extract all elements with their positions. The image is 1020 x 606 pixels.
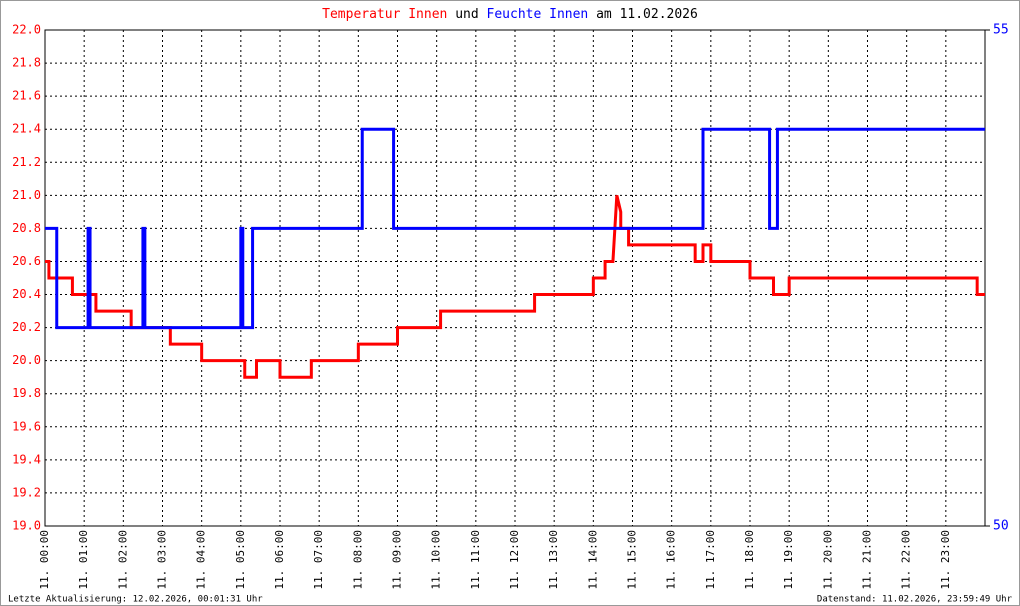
y-tick-label: 19.8 xyxy=(12,386,41,400)
title-series-1: Temperatur Innen xyxy=(322,7,447,22)
x-tick-label: 11. 15:00 xyxy=(626,530,639,590)
x-tick-label: 11. 21:00 xyxy=(861,530,874,590)
series-line xyxy=(45,127,985,330)
y2-tick-label: 50 xyxy=(993,519,1009,534)
footer-left: Letzte Aktualisierung: 12.02.2026, 00:01… xyxy=(8,595,263,605)
footer-right: Datenstand: 11.02.2026, 23:59:49 Uhr xyxy=(817,595,1013,605)
x-tick-label: 11. 11:00 xyxy=(469,530,482,590)
y-tick-label: 21.6 xyxy=(12,89,41,103)
y-tick-label: 21.0 xyxy=(12,188,41,202)
x-tick-label: 11. 10:00 xyxy=(430,530,443,590)
x-tick-label: 11. 13:00 xyxy=(547,530,560,590)
x-tick-label: 11. 14:00 xyxy=(586,530,599,590)
y2-tick-label: 55 xyxy=(993,23,1009,38)
y-tick-label: 20.8 xyxy=(12,221,41,235)
plot-border xyxy=(44,29,986,527)
chart-title: Temperatur Innen und Feuchte Innen am 11… xyxy=(322,7,698,22)
x-tick-label: 11. 04:00 xyxy=(195,530,208,590)
x-tick-label: 11. 08:00 xyxy=(351,530,364,590)
y-tick-label: 19.2 xyxy=(12,485,41,499)
y-tick-label: 20.0 xyxy=(12,353,41,367)
title-part: am 11.02.2026 xyxy=(596,7,698,22)
title-series-2: Feuchte Innen xyxy=(487,7,589,22)
x-tick-label: 11. 12:00 xyxy=(508,530,521,590)
x-tick-label: 11. 01:00 xyxy=(77,530,90,590)
y-tick-label: 21.8 xyxy=(12,56,41,70)
x-tick-label: 11. 09:00 xyxy=(391,530,404,590)
y-tick-label: 21.2 xyxy=(12,155,41,169)
y-tick-label: 19.4 xyxy=(12,452,41,466)
x-tick-label: 11. 07:00 xyxy=(312,530,325,590)
x-tick-label: 11. 17:00 xyxy=(704,530,717,590)
title-part: und xyxy=(455,7,478,22)
x-tick-label: 11. 18:00 xyxy=(743,530,756,590)
x-tick-label: 11. 20:00 xyxy=(821,530,834,590)
x-tick-label: 11. 00:00 xyxy=(38,530,51,590)
y-tick-label: 22.0 xyxy=(12,23,41,37)
x-tick-label: 11. 05:00 xyxy=(234,530,247,590)
y-tick-label: 20.2 xyxy=(12,320,41,334)
x-tick-label: 11. 03:00 xyxy=(156,530,169,590)
y-tick-label: 20.6 xyxy=(12,254,41,268)
x-tick-label: 11. 06:00 xyxy=(273,530,286,590)
y-tick-label: 20.4 xyxy=(12,287,41,301)
x-tick-label: 11. 23:00 xyxy=(939,530,952,590)
x-tick-label: 11. 22:00 xyxy=(900,530,913,590)
x-tick-label: 11. 16:00 xyxy=(665,530,678,590)
x-tick-label: 11. 19:00 xyxy=(782,530,795,590)
y-tick-label: 21.4 xyxy=(12,122,41,136)
x-tick-label: 11. 02:00 xyxy=(116,530,129,590)
y-tick-label: 19.0 xyxy=(12,519,41,533)
y-tick-label: 19.6 xyxy=(12,419,41,433)
